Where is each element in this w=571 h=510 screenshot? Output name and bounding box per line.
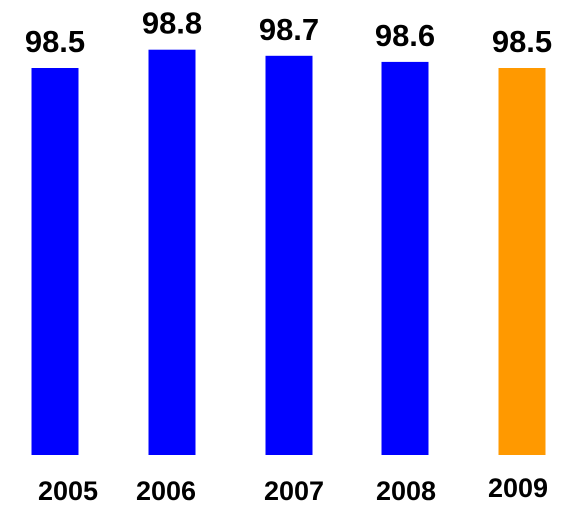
data-label-2007: 98.7 [259, 12, 319, 47]
x-tick-label-2005: 2005 [38, 476, 98, 506]
bar-2006 [148, 49, 196, 455]
data-label-2006: 98.8 [142, 6, 202, 41]
data-label-2008: 98.6 [375, 18, 435, 53]
data-label-2009: 98.5 [492, 24, 552, 59]
bar-2008 [381, 61, 429, 456]
x-tick-label-2007: 2007 [264, 476, 324, 506]
bar-2009 [498, 68, 546, 455]
x-tick-label-2009: 2009 [488, 473, 548, 503]
data-label-2005: 98.5 [25, 24, 85, 59]
x-tick-label-2006: 2006 [136, 476, 196, 506]
bar-2007 [265, 55, 313, 456]
x-tick-label-2008: 2008 [376, 476, 436, 506]
bar-2005 [31, 68, 79, 455]
